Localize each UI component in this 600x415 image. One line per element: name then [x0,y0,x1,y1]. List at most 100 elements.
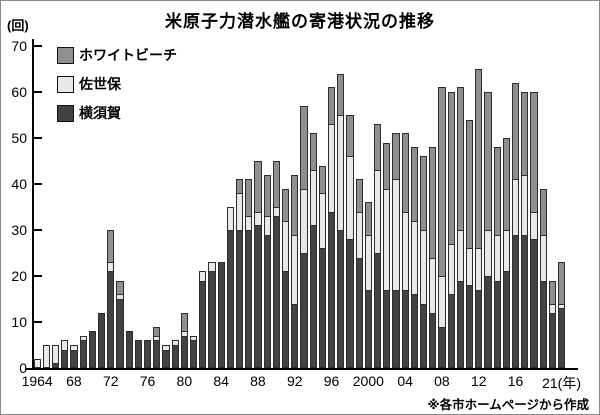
x-tick-label: 21(年) [542,375,581,391]
x-tick-label: 04 [397,373,413,389]
y-tick-label: 20 [11,268,27,284]
segment-佐世保-1980 [180,331,188,336]
segment-佐世保-1969 [79,335,87,341]
x-tick-label: 68 [66,373,82,389]
segment-佐世保-1965 [42,345,50,368]
legend-swatch-icon [57,104,74,122]
bar-1965 [42,345,50,368]
segment-横須賀-1973 [116,298,124,368]
y-tick-label: 60 [11,84,27,100]
segment-ホワイトビーチ-1990 [272,161,280,208]
legend-label: 佐世保 [79,76,121,92]
segment-ホワイトビーチ-2012 [475,69,483,249]
segment-横須賀-1983 [208,271,216,368]
bar-1995 [318,165,326,368]
bar-1984 [217,262,225,368]
segment-横須賀-1987 [245,229,253,368]
segment-横須賀-2011 [465,285,474,368]
segment-ホワイトビーチ-1972 [107,230,115,263]
x-tick-label: 16 [507,373,524,389]
segment-ホワイトビーチ-2014 [493,147,501,235]
segment-横須賀-1999 [355,257,363,368]
bar-1992 [291,174,299,368]
bar-1977 [153,326,161,368]
bar-1978 [162,345,170,368]
segment-横須賀-1994 [309,225,317,368]
segment-佐世保-1968 [70,345,78,350]
segment-佐世保-2019 [539,234,547,281]
segment-佐世保-2015 [502,230,510,272]
segment-ホワイトビーチ-1973 [116,280,124,295]
bar-1983 [208,262,216,368]
bar-2018 [530,92,538,368]
legend-label: ホワイトビーチ [79,47,177,63]
segment-横須賀-1971 [97,312,106,368]
segment-佐世保-2001 [373,170,382,253]
segment-ホワイトビーチ-2008 [438,87,446,276]
segment-ホワイトビーチ-1989 [263,174,271,217]
segment-佐世保-1983 [208,262,216,272]
segment-ホワイトビーチ-2000 [364,202,372,235]
segment-横須賀-1990 [272,216,280,368]
x-tick-label: 1964 [21,373,53,389]
segment-佐世保-1978 [162,345,170,350]
segment-佐世保-1972 [107,262,115,272]
segment-横須賀-1977 [153,340,161,368]
segment-横須賀-1991 [281,271,290,368]
segment-横須賀-1993 [300,252,308,368]
segment-横須賀-2014 [493,280,501,368]
bar-1985 [226,207,234,368]
segment-佐世保-1986 [235,193,244,230]
segment-佐世保-1973 [116,294,124,299]
bar-1991 [281,188,290,368]
segment-横須賀-2019 [539,280,547,368]
segment-横須賀-1988 [254,225,262,368]
bar-1987 [245,179,253,368]
segment-ホワイトビーチ-1994 [309,133,317,171]
bar-2010 [456,87,464,368]
segment-佐世保-2016 [511,179,520,235]
bar-1969 [79,335,87,368]
segment-佐世保-1992 [291,234,299,304]
segment-横須賀-2013 [484,276,492,368]
segment-横須賀-1981 [189,340,198,368]
segment-佐世保-1967 [61,340,69,350]
bar-1994 [309,133,317,368]
x-tick-label: 80 [176,373,193,389]
y-tick [32,137,42,139]
segment-佐世保-1988 [254,211,262,226]
segment-ホワイトビーチ-2011 [465,119,474,249]
bar-2014 [493,147,501,368]
segment-佐世保-2006 [419,230,428,304]
segment-ホワイトビーチ-1999 [355,179,363,212]
segment-佐世保-1964 [33,358,41,368]
y-tick [32,183,42,185]
segment-横須賀-2021 [557,308,566,368]
bar-2001 [373,124,382,368]
legend: ホワイトビーチ 佐世保横須賀 [57,45,177,132]
chart-title: 米原子力潜水艦の寄港状況の推移 [165,12,435,31]
legend-item: 横須賀 [57,103,177,123]
segment-横須賀-2018 [530,239,538,368]
bar-1979 [171,340,179,368]
bar-1997 [337,73,345,368]
segment-ホワイトビーチ-2013 [484,92,492,230]
segment-ホワイトビーチ-2016 [511,82,520,180]
segment-横須賀-1996 [327,211,336,368]
bar-2006 [419,156,428,368]
segment-佐世保-2012 [475,248,483,290]
segment-佐世保-2021 [557,303,566,309]
bar-1964 [33,358,41,368]
bar-2021 [557,262,566,368]
source-note: ※各市ホームページから作成 [427,398,589,412]
segment-佐世保-2002 [383,188,391,290]
y-tick [32,91,42,93]
bar-2000 [364,202,372,368]
x-tick-label: 96 [323,373,340,389]
bar-1986 [235,179,244,368]
segment-佐世保-1966 [51,345,60,364]
segment-ホワイトビーチ-1991 [281,188,290,221]
bar-1967 [61,340,69,368]
y-axis-unit-label: (回) [7,18,29,33]
